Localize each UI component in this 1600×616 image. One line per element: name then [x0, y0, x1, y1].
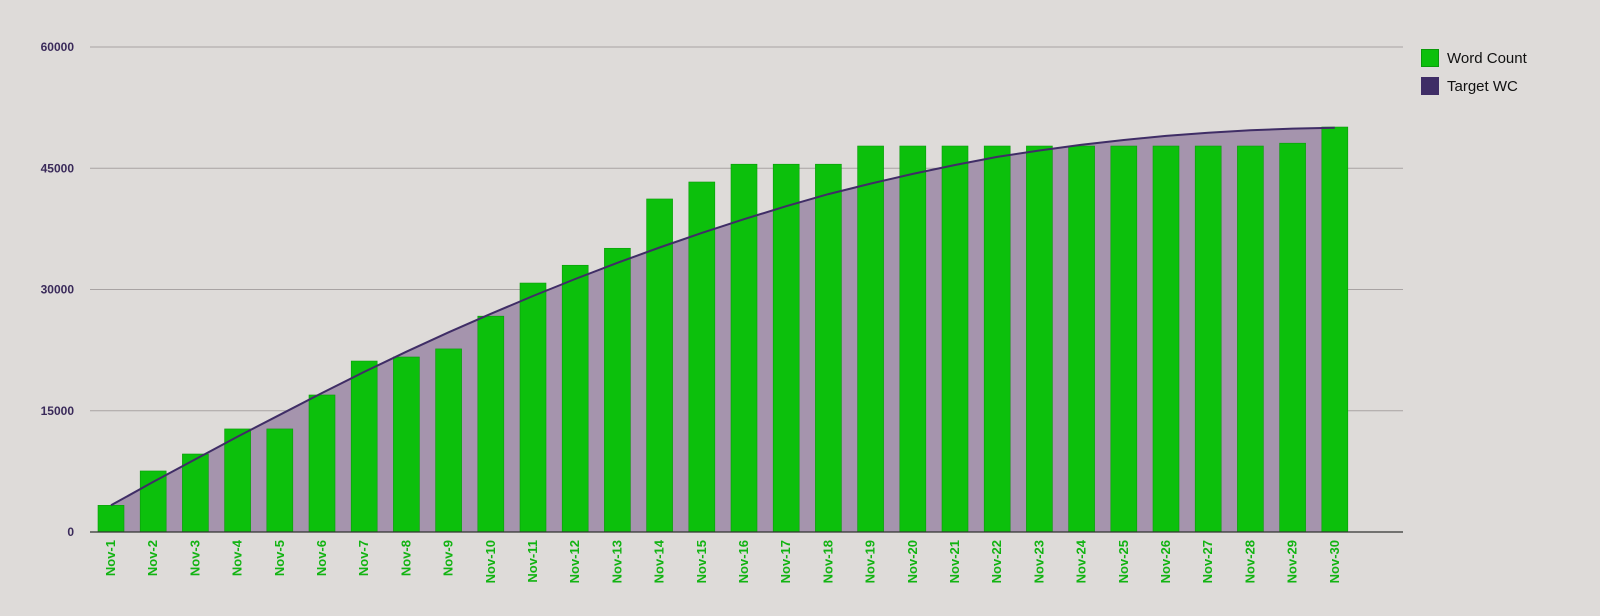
x-tick-label: Nov-7	[356, 540, 371, 576]
bar-nov-12[interactable]	[561, 264, 589, 533]
x-tick-label: Nov-1	[103, 540, 118, 576]
bar-nov-26[interactable]	[1152, 145, 1180, 533]
bar-nov-14[interactable]	[646, 198, 673, 533]
x-tick-label: Nov-25	[1116, 540, 1131, 583]
x-tick-label: Nov-18	[820, 540, 835, 583]
x-tick-label: Nov-14	[652, 539, 667, 583]
bar-nov-23[interactable]	[1026, 145, 1053, 533]
x-tick-label: Nov-5	[272, 540, 287, 576]
x-tick-label: Nov-9	[441, 540, 456, 576]
bar-nov-10[interactable]	[477, 315, 505, 533]
y-axis: 0 15000 30000 45000 60000	[41, 40, 75, 539]
bar-nov-8[interactable]	[393, 356, 420, 533]
x-tick-label: Nov-21	[947, 540, 962, 583]
x-tick-label: Nov-11	[525, 540, 540, 583]
bar-nov-20[interactable]	[899, 145, 927, 533]
x-tick-label: Nov-30	[1327, 540, 1342, 583]
x-tick-label: Nov-15	[694, 540, 709, 583]
bar-nov-24[interactable]	[1068, 145, 1095, 533]
bar-nov-21[interactable]	[941, 145, 969, 533]
bar-nov-18[interactable]	[815, 163, 842, 533]
bar-nov-9[interactable]	[435, 348, 462, 533]
x-tick-label: Nov-27	[1200, 540, 1215, 583]
target-line	[110, 126, 1335, 507]
bar-nov-2[interactable]	[139, 470, 167, 533]
legend-item-target-wc[interactable]: Target WC	[1421, 72, 1527, 100]
y-tick-label: 60000	[41, 40, 75, 54]
bar-nov-4[interactable]	[224, 428, 251, 533]
legend-item-word-count[interactable]: Word Count	[1421, 44, 1527, 72]
x-tick-label: Nov-13	[609, 540, 624, 583]
bar-nov-19[interactable]	[857, 145, 884, 533]
x-tick-label: Nov-6	[314, 540, 329, 576]
bar-nov-11[interactable]	[519, 282, 547, 533]
target-wc-line	[110, 126, 1335, 507]
bar-nov-17[interactable]	[772, 163, 800, 533]
target-area-fill	[111, 127, 1335, 533]
bar-nov-15[interactable]	[688, 181, 716, 533]
word-count-swatch-icon	[1421, 49, 1439, 67]
bar-nov-29[interactable]	[1279, 142, 1306, 533]
x-tick-label: Nov-2	[145, 540, 160, 576]
bar-nov-28[interactable]	[1237, 145, 1264, 533]
x-tick-label: Nov-12	[567, 540, 582, 583]
bar-nov-27[interactable]	[1194, 145, 1222, 533]
x-tick-label: Nov-22	[989, 540, 1004, 583]
x-axis: Nov-1 Nov-2 Nov-3 Nov-4 Nov-5 Nov-6 Nov-7 Nov-8…	[90, 531, 1403, 583]
bar-nov-6[interactable]	[308, 394, 336, 533]
x-tick-label: Nov-26	[1158, 540, 1173, 583]
y-tick-label: 45000	[41, 161, 75, 175]
bar-nov-13[interactable]	[604, 247, 631, 533]
x-tick-label: Nov-28	[1242, 540, 1257, 583]
x-tick-label: Nov-29	[1285, 540, 1300, 583]
word-count-bars	[97, 126, 1349, 533]
x-tick-label: Nov-19	[863, 540, 878, 583]
bar-nov-30[interactable]	[1321, 126, 1349, 533]
x-tick-label: Nov-17	[778, 540, 793, 583]
x-tick-label: Nov-10	[483, 540, 498, 583]
x-tick-label: Nov-16	[736, 540, 751, 583]
x-tick-label: Nov-20	[905, 540, 920, 583]
bar-nov-25[interactable]	[1110, 145, 1138, 533]
bar-nov-1[interactable]	[97, 505, 125, 533]
y-tick-label: 15000	[41, 404, 75, 418]
x-tick-label: Nov-3	[187, 540, 202, 576]
x-tick-label: Nov-8	[398, 540, 413, 576]
bar-nov-3[interactable]	[182, 453, 209, 533]
y-tick-label: 0	[67, 525, 74, 539]
bar-nov-16[interactable]	[730, 163, 758, 533]
bar-nov-5[interactable]	[266, 428, 294, 533]
y-tick-label: 30000	[41, 283, 75, 297]
x-tick-label: Nov-23	[1031, 540, 1046, 583]
legend-label: Word Count	[1447, 49, 1527, 67]
target-wc-swatch-icon	[1421, 77, 1439, 95]
x-tick-label: Nov-4	[230, 539, 245, 576]
target-wc-area	[111, 127, 1335, 533]
legend: Word Count Target WC	[1421, 44, 1527, 100]
legend-label: Target WC	[1447, 77, 1518, 95]
bar-nov-7[interactable]	[350, 360, 378, 533]
bar-nov-22[interactable]	[983, 145, 1011, 533]
x-tick-label: Nov-24	[1074, 539, 1089, 583]
